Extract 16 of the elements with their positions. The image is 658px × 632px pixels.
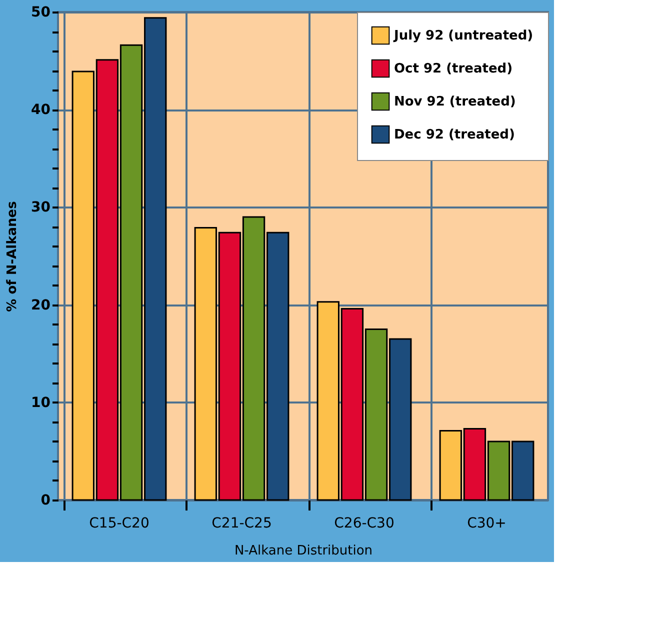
x-tick-label: C21-C25 xyxy=(212,516,272,532)
y-tick-label: 0 xyxy=(40,492,51,508)
x-axis-title: N-Alkane Distribution xyxy=(234,544,373,558)
legend-label: Dec 92 (treated) xyxy=(394,128,515,142)
y-axis-title: % of N-Alkanes xyxy=(5,200,20,312)
x-tick-label: C26-C30 xyxy=(334,516,394,532)
y-tick-label: 30 xyxy=(31,200,51,216)
y-tick-label: 50 xyxy=(31,4,51,20)
x-tick-label: C30+ xyxy=(467,516,506,532)
y-tick-label: 40 xyxy=(31,102,51,118)
y-tick-label: 20 xyxy=(31,297,51,314)
y-tick-label: 10 xyxy=(31,394,51,411)
legend-label: July 92 (untreated) xyxy=(393,28,534,44)
legend-label: Nov 92 (treated) xyxy=(394,94,516,110)
x-tick-label: C15-C20 xyxy=(89,516,150,532)
legend-label: Oct 92 (treated) xyxy=(394,62,513,76)
